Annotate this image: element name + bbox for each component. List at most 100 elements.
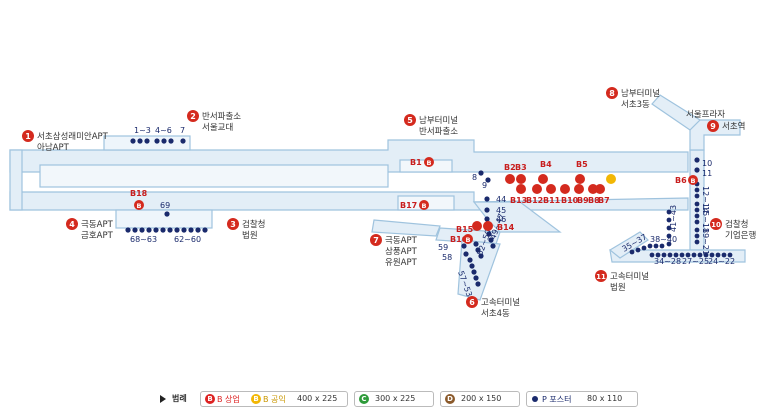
- exit-11[interactable]: 11 고속터미널 법원: [595, 270, 649, 293]
- legend-box-c: C 300 x 225: [354, 391, 434, 407]
- legend-y-label: B 공익: [263, 395, 286, 404]
- svg-text:27~25: 27~25: [682, 257, 709, 266]
- svg-text:9: 9: [710, 122, 716, 131]
- exit-8[interactable]: 8 남부터미널 서초3동: [606, 87, 660, 110]
- svg-text:B1: B1: [410, 158, 422, 167]
- svg-text:유원APT: 유원APT: [385, 258, 418, 268]
- svg-text:7: 7: [373, 236, 379, 245]
- board-b14: B14: [472, 221, 515, 232]
- svg-text:서초삼성래미안APT: 서초삼성래미안APT: [37, 131, 109, 142]
- svg-text:반서파출소: 반서파출소: [202, 111, 241, 122]
- poster-icon: [532, 396, 538, 402]
- exit-3[interactable]: 3 검찰청 법원: [227, 218, 265, 241]
- svg-text:B7: B7: [598, 196, 610, 205]
- corridors: [9, 94, 746, 301]
- svg-text:7: 7: [180, 126, 185, 135]
- exit-9[interactable]: 서울프라자 9 서초역: [686, 110, 745, 132]
- svg-text:10: 10: [702, 159, 712, 168]
- svg-text:반서파출소: 반서파출소: [419, 126, 458, 137]
- svg-text:B: B: [466, 236, 471, 244]
- svg-text:1: 1: [25, 132, 31, 141]
- svg-text:3: 3: [230, 220, 236, 229]
- legend-p-size: 80 x 110: [587, 394, 623, 403]
- legend-box-d: D 200 x 150: [440, 391, 520, 407]
- svg-text:62~60: 62~60: [174, 235, 201, 244]
- svg-text:11: 11: [596, 273, 606, 281]
- legend-c-size: 300 x 225: [375, 394, 416, 403]
- svg-text:B15: B15: [456, 225, 474, 234]
- legend-p-label: P 포스터: [542, 395, 572, 404]
- board-b1: B1 B: [410, 157, 434, 167]
- svg-text:아남APT: 아남APT: [37, 142, 70, 153]
- legend-arrow-icon: [160, 395, 166, 403]
- svg-text:극동APT: 극동APT: [81, 220, 114, 230]
- legend-title: 범례: [172, 394, 187, 403]
- svg-text:69: 69: [160, 201, 170, 210]
- svg-text:59: 59: [438, 243, 448, 252]
- legend-box-p: P 포스터 80 x 110: [526, 391, 638, 407]
- svg-text:서울프라자: 서울프라자: [686, 110, 725, 120]
- svg-text:삼풍APT: 삼풍APT: [385, 246, 418, 257]
- svg-text:34~28: 34~28: [654, 257, 681, 266]
- svg-text:10: 10: [711, 221, 721, 229]
- svg-text:서초역: 서초역: [722, 121, 745, 132]
- svg-text:45: 45: [496, 206, 506, 215]
- board-row-circles: [505, 174, 605, 194]
- legend-b-size: 400 x 225: [297, 394, 338, 403]
- svg-text:금호APT: 금호APT: [81, 231, 114, 241]
- svg-text:B5: B5: [576, 160, 588, 169]
- svg-text:9: 9: [482, 181, 487, 190]
- svg-text:24~22: 24~22: [708, 257, 735, 266]
- svg-text:58: 58: [442, 253, 452, 262]
- exit-2[interactable]: 2 반서파출소 서울교대: [187, 110, 241, 133]
- svg-text:8: 8: [472, 173, 477, 182]
- board-d-icon: D: [445, 394, 455, 404]
- svg-text:68~63: 68~63: [130, 235, 157, 244]
- board-b4: B4: [540, 160, 552, 169]
- svg-text:46: 46: [496, 215, 506, 224]
- svg-text:B2: B2: [504, 163, 516, 172]
- poster-dots: [125, 138, 733, 287]
- board-b6: B6 B: [675, 175, 698, 185]
- board-b18: B18 B: [130, 189, 148, 210]
- svg-text:B13: B13: [510, 196, 527, 205]
- svg-text:검찰청: 검찰청: [242, 219, 265, 230]
- svg-text:38~40: 38~40: [650, 235, 677, 244]
- svg-text:B: B: [422, 202, 427, 210]
- exit-markers: 1 서초삼성래미안APT 아남APT 2 반서파출소 서울교대 3 검찰청 법원…: [22, 87, 756, 319]
- legend: 범례 B B 상업 B B 공익 400 x 225 C 300 x 225 D…: [160, 391, 740, 407]
- svg-text:B17: B17: [400, 201, 417, 210]
- svg-text:B4: B4: [540, 160, 552, 169]
- svg-text:6: 6: [469, 298, 475, 307]
- exit-4[interactable]: 4 극동APT 금호APT: [66, 218, 114, 241]
- legend-b-label: B 상업: [217, 395, 240, 404]
- legend-d-size: 200 x 150: [461, 394, 502, 403]
- board-b2-b3: B2 B3: [504, 163, 527, 172]
- svg-text:4~6: 4~6: [155, 126, 172, 135]
- board-b5: B5: [576, 160, 588, 169]
- svg-text:B3: B3: [515, 163, 527, 172]
- legend-box-b: B B 상업 B B 공익 400 x 225: [200, 391, 348, 407]
- exit-10[interactable]: 10 검찰청 기업은행: [710, 218, 756, 241]
- svg-text:1~3: 1~3: [134, 126, 151, 135]
- svg-text:12~14: 12~14: [701, 186, 710, 213]
- exit-5[interactable]: 5 남부터미널 반서파출소: [404, 114, 458, 137]
- svg-text:41~43: 41~43: [669, 205, 678, 232]
- exit-7[interactable]: 7 극동APT 삼풍APT 유원APT: [370, 234, 418, 268]
- exit-1[interactable]: 1 서초삼성래미안APT 아남APT: [22, 130, 109, 153]
- board-b15: B15: [456, 225, 474, 234]
- svg-text:B6: B6: [675, 176, 687, 185]
- svg-text:B16: B16: [450, 235, 468, 244]
- svg-text:8: 8: [609, 89, 615, 98]
- board-b-icon: B: [205, 394, 215, 404]
- svg-text:서울교대: 서울교대: [202, 123, 233, 133]
- svg-text:기업은행: 기업은행: [725, 230, 756, 241]
- board-public-icon: B: [251, 394, 261, 404]
- svg-text:19~21: 19~21: [701, 228, 710, 255]
- svg-text:고속터미널: 고속터미널: [610, 272, 649, 282]
- svg-text:B9: B9: [577, 196, 589, 205]
- svg-text:검찰청: 검찰청: [725, 219, 748, 230]
- exit-6[interactable]: 6 고속터미널 서초4동: [466, 296, 520, 319]
